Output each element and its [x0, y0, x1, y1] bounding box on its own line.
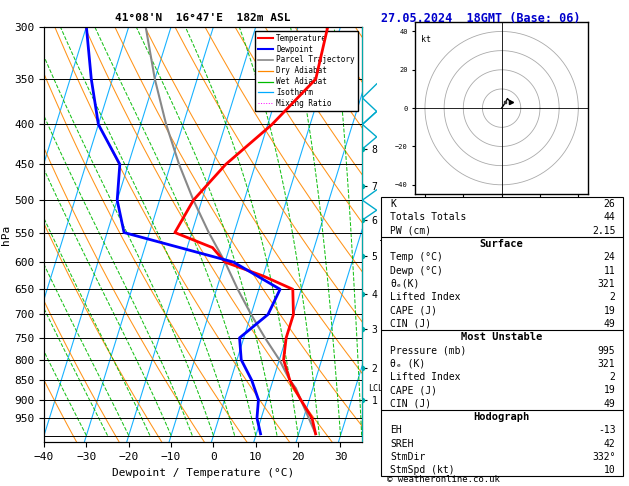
Text: 44: 44 [604, 212, 615, 223]
Text: © weatheronline.co.uk: © weatheronline.co.uk [387, 474, 499, 484]
Text: 2: 2 [610, 372, 615, 382]
Text: EH: EH [390, 425, 402, 435]
Text: θₑ(K): θₑ(K) [390, 279, 420, 289]
Text: CAPE (J): CAPE (J) [390, 306, 437, 315]
Text: 995: 995 [598, 346, 615, 356]
Text: Temp (°C): Temp (°C) [390, 252, 443, 262]
Text: 19: 19 [604, 306, 615, 315]
Y-axis label: km
ASL: km ASL [380, 226, 402, 243]
Text: Lifted Index: Lifted Index [390, 372, 460, 382]
Text: 321: 321 [598, 279, 615, 289]
Text: 19: 19 [604, 385, 615, 396]
Legend: Temperature, Dewpoint, Parcel Trajectory, Dry Adiabat, Wet Adiabat, Isotherm, Mi: Temperature, Dewpoint, Parcel Trajectory… [255, 31, 358, 111]
Text: Totals Totals: Totals Totals [390, 212, 467, 223]
Text: Hodograph: Hodograph [474, 412, 530, 422]
Text: K: K [390, 199, 396, 209]
Text: 24: 24 [604, 252, 615, 262]
Text: CIN (J): CIN (J) [390, 399, 431, 409]
Text: 42: 42 [604, 439, 615, 449]
Text: Lifted Index: Lifted Index [390, 292, 460, 302]
X-axis label: Dewpoint / Temperature (°C): Dewpoint / Temperature (°C) [112, 468, 294, 478]
Text: kt: kt [421, 35, 431, 44]
Text: 10: 10 [604, 465, 615, 475]
Text: 27.05.2024  18GMT (Base: 06): 27.05.2024 18GMT (Base: 06) [381, 12, 580, 25]
Text: 2.15: 2.15 [592, 226, 615, 236]
Text: 332°: 332° [592, 452, 615, 462]
Title: 41°08'N  16°47'E  182m ASL: 41°08'N 16°47'E 182m ASL [115, 13, 291, 23]
Text: Pressure (mb): Pressure (mb) [390, 346, 467, 356]
Text: CAPE (J): CAPE (J) [390, 385, 437, 396]
Text: LCL: LCL [368, 384, 383, 393]
Text: 49: 49 [604, 319, 615, 329]
Text: PW (cm): PW (cm) [390, 226, 431, 236]
Text: StmDir: StmDir [390, 452, 425, 462]
Text: Dewp (°C): Dewp (°C) [390, 266, 443, 276]
Text: CIN (J): CIN (J) [390, 319, 431, 329]
Text: 2: 2 [610, 292, 615, 302]
Text: 49: 49 [604, 399, 615, 409]
Text: 26: 26 [604, 199, 615, 209]
Text: SREH: SREH [390, 439, 414, 449]
Y-axis label: hPa: hPa [1, 225, 11, 244]
Text: 321: 321 [598, 359, 615, 369]
Text: θₑ (K): θₑ (K) [390, 359, 425, 369]
Text: Surface: Surface [480, 239, 523, 249]
Text: Most Unstable: Most Unstable [461, 332, 542, 342]
Text: StmSpd (kt): StmSpd (kt) [390, 465, 455, 475]
Text: -13: -13 [598, 425, 615, 435]
Text: 11: 11 [604, 266, 615, 276]
